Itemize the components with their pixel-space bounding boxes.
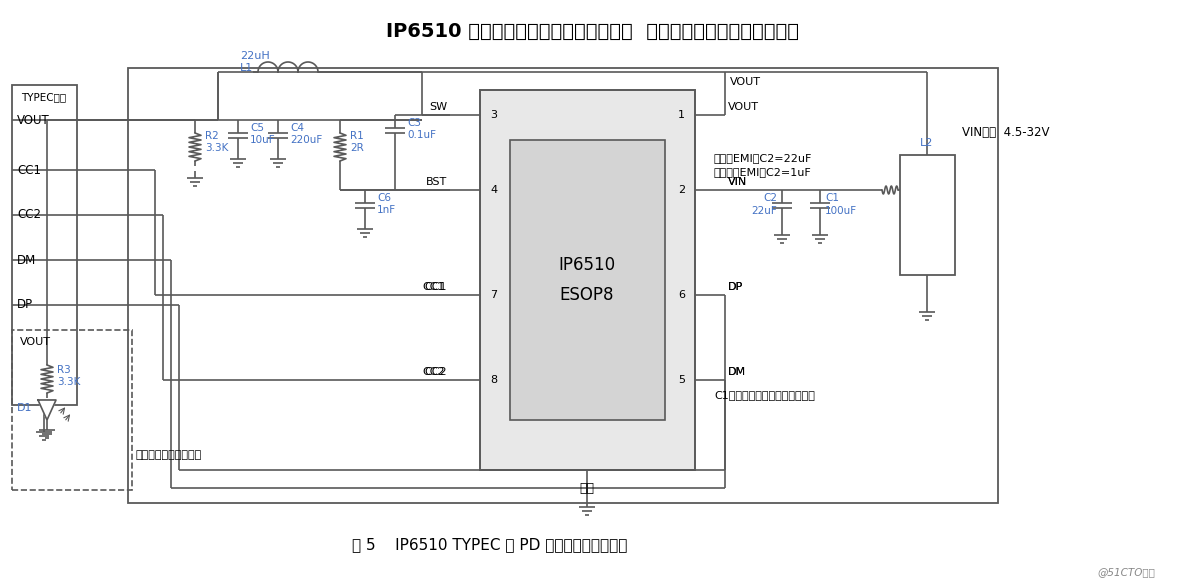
Text: CC1: CC1 bbox=[423, 282, 445, 292]
Text: 如果不过EMI，C2=1uF: 如果不过EMI，C2=1uF bbox=[714, 167, 812, 177]
Text: DP: DP bbox=[17, 299, 33, 311]
Text: CC2: CC2 bbox=[423, 367, 445, 377]
Text: DM: DM bbox=[17, 253, 37, 266]
Text: DM: DM bbox=[728, 367, 746, 377]
Text: 22uH: 22uH bbox=[240, 51, 270, 61]
Bar bbox=[128, 68, 998, 503]
Text: D1: D1 bbox=[17, 403, 32, 413]
Text: 100uF: 100uF bbox=[825, 206, 857, 216]
Text: 220uF: 220uF bbox=[290, 135, 322, 145]
Text: 指示灯，根据需要添加: 指示灯，根据需要添加 bbox=[135, 450, 201, 460]
Text: IP6510 外围只需要电感、电容、电阻，  即可实现完整功能的车充方案: IP6510 外围只需要电感、电容、电阻， 即可实现完整功能的车充方案 bbox=[386, 22, 798, 41]
Text: VOUT: VOUT bbox=[20, 337, 51, 347]
Text: L2: L2 bbox=[920, 138, 934, 148]
Text: IP6510: IP6510 bbox=[559, 256, 616, 274]
Text: 6: 6 bbox=[678, 290, 686, 300]
Bar bbox=[510, 140, 665, 420]
Text: 8: 8 bbox=[490, 375, 497, 385]
Text: VOUT: VOUT bbox=[728, 102, 759, 112]
Text: 图 5    IP6510 TYPEC 口 PD 快充输出应用原理图: 图 5 IP6510 TYPEC 口 PD 快充输出应用原理图 bbox=[353, 538, 628, 553]
Text: 车充: 车充 bbox=[579, 481, 594, 495]
Text: 3: 3 bbox=[490, 110, 497, 120]
Text: 0.1uF: 0.1uF bbox=[407, 130, 436, 140]
Text: VIN: VIN bbox=[728, 177, 747, 187]
Text: 7: 7 bbox=[490, 290, 497, 300]
Text: C3: C3 bbox=[407, 118, 422, 128]
Text: R3: R3 bbox=[57, 365, 71, 375]
Text: VOUT: VOUT bbox=[17, 114, 50, 126]
Text: 22uF: 22uF bbox=[752, 206, 777, 216]
Text: R1: R1 bbox=[350, 131, 363, 141]
Text: ESOP8: ESOP8 bbox=[560, 286, 614, 304]
Text: TYPEC输出: TYPEC输出 bbox=[21, 92, 66, 102]
Text: VIN: VIN bbox=[728, 177, 747, 187]
Bar bbox=[12, 330, 131, 490]
Text: BST: BST bbox=[426, 177, 448, 187]
Text: 10uF: 10uF bbox=[250, 135, 276, 145]
Text: 5: 5 bbox=[678, 375, 686, 385]
Text: 4: 4 bbox=[490, 185, 497, 195]
Text: C1可选固态电容，以提高效率，: C1可选固态电容，以提高效率， bbox=[714, 390, 815, 400]
Text: C2: C2 bbox=[762, 193, 777, 203]
Text: C5: C5 bbox=[250, 123, 264, 133]
Text: DM: DM bbox=[728, 367, 746, 377]
Text: CC1: CC1 bbox=[17, 164, 41, 176]
Text: 1nF: 1nF bbox=[377, 205, 397, 215]
Text: 1: 1 bbox=[678, 110, 686, 120]
Text: CC2: CC2 bbox=[17, 208, 41, 222]
Bar bbox=[480, 90, 695, 470]
Text: 如果过EMI，C2=22uF: 如果过EMI，C2=22uF bbox=[714, 153, 812, 163]
Text: CC2: CC2 bbox=[424, 367, 448, 377]
Text: 2R: 2R bbox=[350, 143, 363, 153]
Text: DP: DP bbox=[728, 282, 744, 292]
Text: C4: C4 bbox=[290, 123, 304, 133]
Text: C1: C1 bbox=[825, 193, 839, 203]
Text: @51CTO博客: @51CTO博客 bbox=[1098, 567, 1156, 577]
Polygon shape bbox=[38, 400, 56, 420]
Text: DP: DP bbox=[728, 282, 744, 292]
Bar bbox=[900, 155, 955, 275]
Text: 3.3K: 3.3K bbox=[57, 377, 81, 387]
Text: R2: R2 bbox=[205, 131, 219, 141]
Text: C6: C6 bbox=[377, 193, 391, 203]
Bar bbox=[12, 85, 77, 405]
Text: L1: L1 bbox=[240, 63, 253, 73]
Text: 3.3K: 3.3K bbox=[205, 143, 229, 153]
Text: SW: SW bbox=[429, 102, 448, 112]
Text: VIN输入  4.5-32V: VIN输入 4.5-32V bbox=[961, 126, 1049, 140]
Text: VOUT: VOUT bbox=[731, 77, 761, 87]
Text: 2: 2 bbox=[678, 185, 686, 195]
Text: CC1: CC1 bbox=[425, 282, 448, 292]
